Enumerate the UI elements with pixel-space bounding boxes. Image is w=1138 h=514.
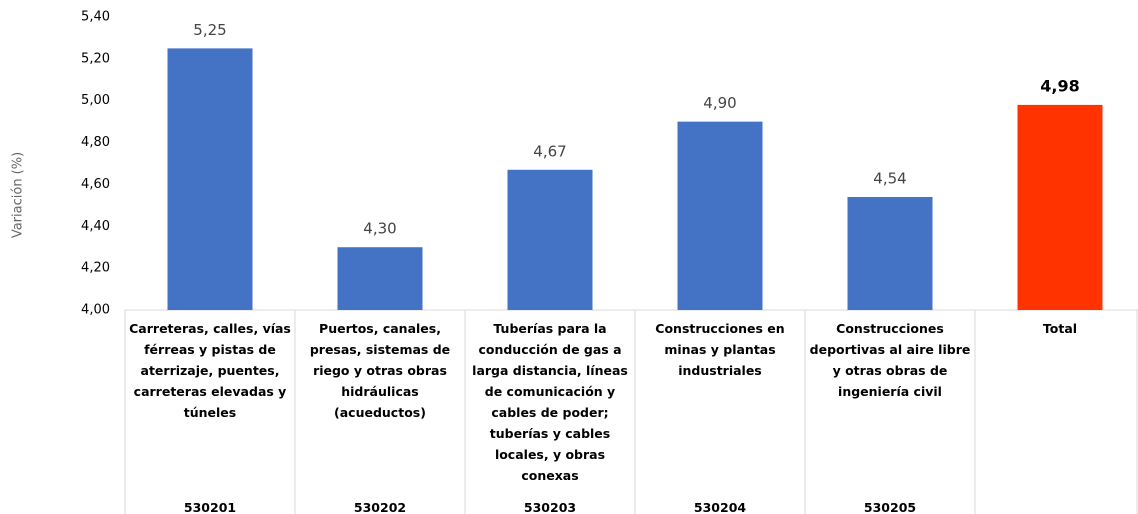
y-tick-label: 5,00 xyxy=(81,93,110,108)
y-tick-label: 5,20 xyxy=(81,51,110,66)
y-axis-label: Variación (%) xyxy=(11,152,26,238)
category-code: 530204 xyxy=(693,500,747,514)
category-label: Total xyxy=(1042,321,1078,336)
y-tick-label: 4,40 xyxy=(81,219,110,234)
category-label: Carreteras, calles, vías férreas y pista… xyxy=(129,321,291,420)
value-label: 4,54 xyxy=(873,169,906,187)
y-tick-label: 4,80 xyxy=(81,135,110,150)
value-label: 4,30 xyxy=(363,220,396,238)
category-label: Tuberías para la conducción de gas a lar… xyxy=(472,321,628,483)
value-label: 4,67 xyxy=(533,142,566,160)
category-code: 530205 xyxy=(863,500,917,514)
category-label: Construcciones deportivas al aire libre … xyxy=(809,321,971,399)
value-label: 4,98 xyxy=(1040,76,1079,95)
category-code: 530201 xyxy=(183,500,237,514)
bar xyxy=(847,196,933,310)
bar xyxy=(507,169,593,310)
category-code: 530202 xyxy=(353,500,407,514)
bar xyxy=(1017,104,1103,311)
category-label: Construcciones en minas y plantas indust… xyxy=(655,321,785,378)
y-tick-label: 4,60 xyxy=(81,177,110,192)
bar xyxy=(167,48,253,311)
bar xyxy=(677,121,763,311)
value-label: 4,90 xyxy=(703,94,736,112)
category-label: Puertos, canales, presas, sistemas de ri… xyxy=(309,321,451,420)
bar xyxy=(337,247,423,310)
category-code: 530203 xyxy=(523,500,577,514)
y-tick-label: 4,20 xyxy=(81,261,110,276)
y-tick-label: 4,00 xyxy=(81,303,110,318)
value-label: 5,25 xyxy=(193,21,226,39)
y-tick-label: 5,40 xyxy=(81,10,110,25)
